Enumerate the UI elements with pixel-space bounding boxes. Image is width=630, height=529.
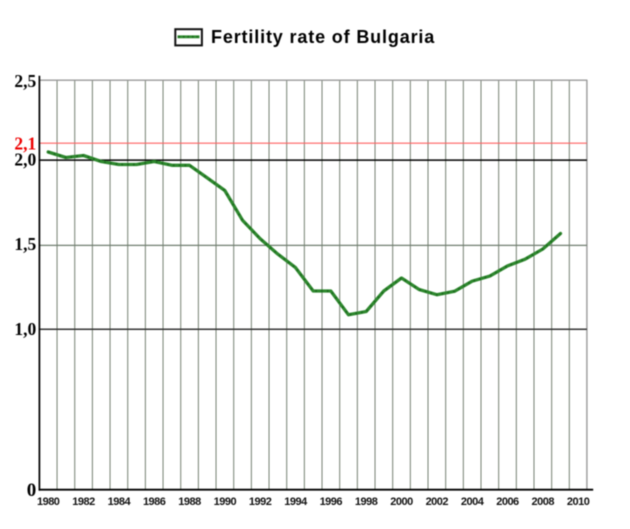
svg-text:1998: 1998	[355, 496, 378, 508]
svg-text:2,5: 2,5	[14, 71, 36, 91]
svg-text:1986: 1986	[143, 496, 166, 508]
svg-text:2,0: 2,0	[14, 150, 36, 170]
svg-text:1984: 1984	[108, 496, 132, 508]
svg-text:2,1: 2,1	[14, 133, 36, 153]
svg-text:2004: 2004	[461, 496, 485, 508]
svg-text:1980: 1980	[37, 496, 60, 508]
svg-text:1992: 1992	[249, 496, 272, 508]
svg-text:1994: 1994	[284, 496, 308, 508]
svg-text:1990: 1990	[214, 496, 237, 508]
svg-text:1982: 1982	[72, 496, 95, 508]
svg-text:1996: 1996	[320, 496, 343, 508]
svg-text:0: 0	[27, 480, 37, 501]
svg-text:2010: 2010	[567, 496, 590, 508]
svg-text:2006: 2006	[496, 496, 519, 508]
svg-text:1,0: 1,0	[14, 319, 36, 339]
svg-text:2002: 2002	[426, 496, 449, 508]
svg-text:1988: 1988	[178, 496, 201, 508]
svg-text:Fertility rate of Bulgaria: Fertility rate of Bulgaria	[211, 27, 435, 47]
svg-text:2008: 2008	[532, 496, 555, 508]
svg-text:2000: 2000	[390, 496, 413, 508]
svg-text:1,5: 1,5	[14, 234, 36, 254]
